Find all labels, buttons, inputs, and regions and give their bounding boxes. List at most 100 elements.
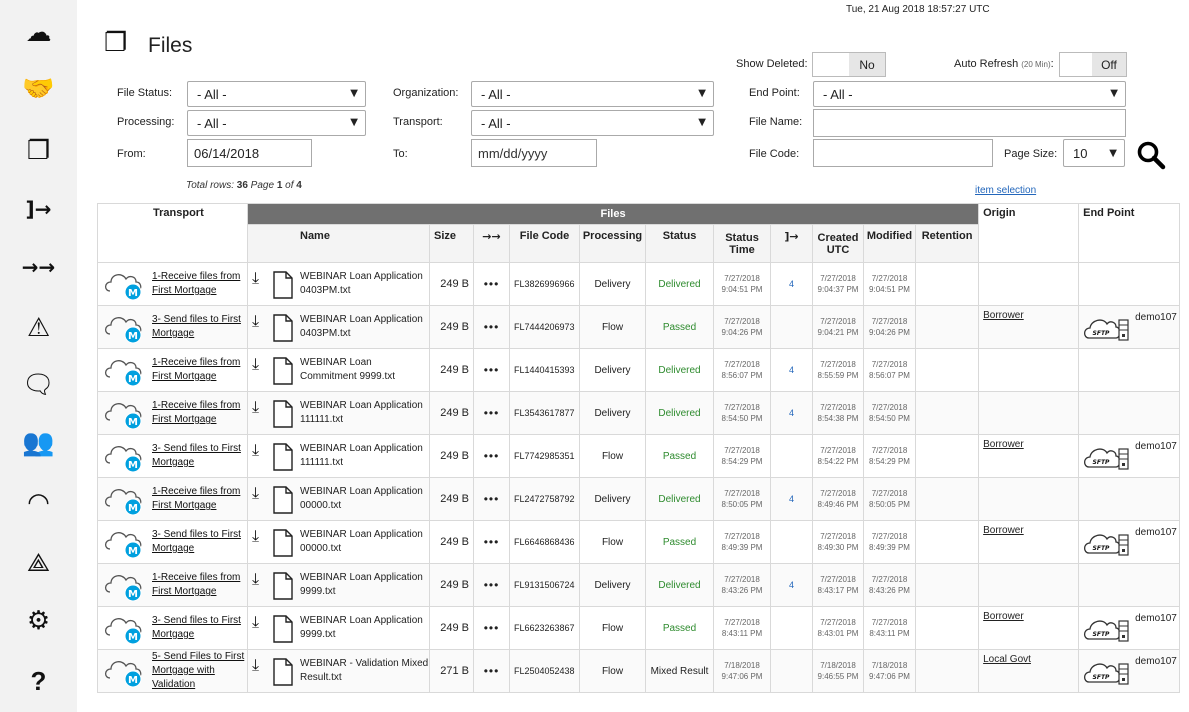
origin-link[interactable]: Borrower: [978, 606, 1080, 650]
col-modified[interactable]: Modified: [863, 224, 916, 263]
table-row[interactable]: M 1-Receive files from First Mortgage ⤓ WEB…: [97, 477, 1181, 521]
transport-link[interactable]: 3- Send files to First Mortgage: [152, 529, 241, 554]
transport-link[interactable]: 1-Receive files from First Mortgage: [152, 400, 241, 425]
search-button[interactable]: [1136, 140, 1166, 170]
col-processing[interactable]: Processing: [579, 224, 646, 263]
item-selection-link[interactable]: item selection: [975, 185, 1037, 196]
transport-link[interactable]: 3- Send files to First Mortgage: [152, 314, 241, 339]
download-icon[interactable]: ⤓: [252, 440, 260, 459]
origin-link[interactable]: Borrower: [978, 520, 1080, 564]
warning-icon[interactable]: ⚠: [26, 313, 51, 343]
more-options-icon[interactable]: •••: [473, 649, 510, 693]
origin-link[interactable]: [978, 348, 1080, 392]
download-icon[interactable]: ⤓: [252, 526, 260, 545]
download-icon[interactable]: ⤓: [252, 569, 260, 588]
col-deliveries-count[interactable]: ]→: [770, 224, 813, 263]
table-row[interactable]: M 3- Send files to First Mortgage ⤓ WEBINAR…: [97, 606, 1181, 650]
download-icon[interactable]: ⤓: [252, 612, 260, 631]
deliveries-count[interactable]: 4: [770, 348, 813, 392]
col-delivery-arrows[interactable]: →→: [473, 224, 510, 263]
deliveries-count[interactable]: [770, 649, 813, 693]
download-icon[interactable]: ⤓: [252, 311, 260, 330]
more-options-icon[interactable]: •••: [473, 348, 510, 392]
col-name[interactable]: Name: [247, 224, 430, 263]
end-point-select[interactable]: - All - ▼: [813, 81, 1126, 107]
transport-link[interactable]: 1-Receive files from First Mortgage: [152, 271, 241, 296]
table-row[interactable]: M 3- Send files to First Mortgage ⤓ WEBINAR…: [97, 434, 1181, 478]
more-options-icon[interactable]: •••: [473, 262, 510, 306]
table-row[interactable]: M 3- Send files to First Mortgage ⤓ WEBINAR…: [97, 305, 1181, 349]
cloud-sync-icon[interactable]: ☁: [25, 18, 52, 48]
auto-refresh-toggle[interactable]: Off: [1059, 52, 1127, 77]
transport-link[interactable]: 1-Receive files from First Mortgage: [152, 486, 241, 511]
transport-link[interactable]: 3- Send files to First Mortgage: [152, 615, 241, 640]
col-origin[interactable]: Origin: [978, 203, 1080, 263]
show-deleted-toggle[interactable]: No: [812, 52, 886, 77]
gauge-icon[interactable]: ◠: [27, 488, 50, 518]
file-code-input[interactable]: [813, 139, 993, 167]
more-options-icon[interactable]: •••: [473, 520, 510, 564]
table-row[interactable]: M 3- Send files to First Mortgage ⤓ WEBINAR…: [97, 520, 1181, 564]
origin-link[interactable]: [978, 391, 1080, 435]
origin-link[interactable]: [978, 262, 1080, 306]
deliveries-count[interactable]: [770, 606, 813, 650]
col-transport[interactable]: Transport: [97, 203, 248, 263]
deliveries-count[interactable]: 4: [770, 563, 813, 607]
more-options-icon[interactable]: •••: [473, 606, 510, 650]
double-arrow-icon[interactable]: →→: [21, 255, 56, 279]
download-icon[interactable]: ⤓: [252, 483, 260, 502]
col-size[interactable]: Size: [429, 224, 474, 263]
col-file-code[interactable]: File Code: [509, 224, 580, 263]
col-status[interactable]: Status: [645, 224, 714, 263]
deliveries-count[interactable]: 4: [770, 262, 813, 306]
deliveries-count[interactable]: 4: [770, 477, 813, 521]
to-date-input[interactable]: mm/dd/yyyy: [471, 139, 597, 167]
origin-link[interactable]: Local Govt: [978, 649, 1080, 693]
deliveries-count[interactable]: [770, 305, 813, 349]
network-icon[interactable]: ⟁: [26, 547, 51, 578]
table-row[interactable]: M 5- Send Files to First Mortgage with Va…: [97, 649, 1181, 693]
file-status-select[interactable]: - All - ▼: [187, 81, 366, 107]
col-retention[interactable]: Retention: [914, 224, 980, 263]
table-row[interactable]: M 1-Receive files from First Mortgage ⤓ WEB…: [97, 563, 1181, 607]
more-options-icon[interactable]: •••: [473, 305, 510, 349]
processing-select[interactable]: - All - ▼: [187, 110, 366, 136]
deliveries-count[interactable]: 4: [770, 391, 813, 435]
col-created[interactable]: Created UTC: [812, 224, 864, 263]
deliveries-count[interactable]: [770, 434, 813, 478]
origin-link[interactable]: Borrower: [978, 434, 1080, 478]
from-date-input[interactable]: 06/14/2018: [187, 139, 312, 167]
organization-select[interactable]: - All - ▼: [471, 81, 714, 107]
files-icon[interactable]: ❐: [26, 136, 51, 166]
transport-select[interactable]: - All - ▼: [471, 110, 714, 136]
download-icon[interactable]: ⤓: [252, 268, 260, 287]
origin-link[interactable]: [978, 477, 1080, 521]
help-icon[interactable]: ?: [30, 665, 47, 696]
transfer-in-icon[interactable]: ]→: [25, 197, 52, 221]
table-row[interactable]: M 1-Receive files from First Mortgage ⤓ WEB…: [97, 391, 1181, 435]
chat-icon[interactable]: 🗨: [21, 370, 55, 400]
users-icon[interactable]: 👥: [22, 428, 55, 458]
col-status-time[interactable]: Status Time: [713, 224, 771, 263]
origin-link[interactable]: Borrower: [978, 305, 1080, 349]
deliveries-count[interactable]: [770, 520, 813, 564]
handshake-icon[interactable]: 🤝: [22, 74, 55, 104]
more-options-icon[interactable]: •••: [473, 563, 510, 607]
download-icon[interactable]: ⤓: [252, 354, 260, 373]
page-size-select[interactable]: 10 ▼: [1063, 139, 1125, 167]
table-row[interactable]: M 1-Receive files from First Mortgage ⤓ WEB…: [97, 262, 1181, 306]
transport-link[interactable]: 1-Receive files from First Mortgage: [152, 572, 241, 597]
download-icon[interactable]: ⤓: [252, 655, 260, 674]
transport-link[interactable]: 1-Receive files from First Mortgage: [152, 357, 241, 382]
transport-link[interactable]: 5- Send Files to First Mortgage with Val…: [152, 651, 245, 690]
more-options-icon[interactable]: •••: [473, 391, 510, 435]
download-icon[interactable]: ⤓: [252, 397, 260, 416]
table-row[interactable]: M 1-Receive files from First Mortgage ⤓ WEB…: [97, 348, 1181, 392]
origin-link[interactable]: [978, 563, 1080, 607]
file-name-input[interactable]: [813, 109, 1126, 137]
transport-link[interactable]: 3- Send files to First Mortgage: [152, 443, 241, 468]
more-options-icon[interactable]: •••: [473, 477, 510, 521]
more-options-icon[interactable]: •••: [473, 434, 510, 478]
gear-icon[interactable]: ⚙: [26, 606, 51, 636]
col-end-point[interactable]: End Point: [1078, 203, 1181, 263]
